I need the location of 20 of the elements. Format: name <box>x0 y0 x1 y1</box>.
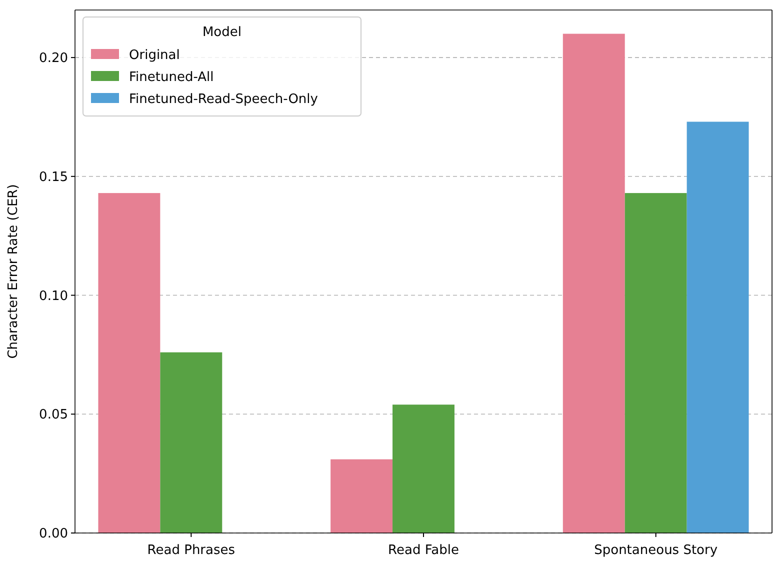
bar <box>160 352 222 533</box>
legend-title: Model <box>202 25 242 40</box>
y-tick-label: 0.05 <box>39 408 68 423</box>
legend-label: Original <box>129 48 180 63</box>
y-tick-label: 0.20 <box>39 51 68 66</box>
legend-label: Finetuned-All <box>129 70 214 85</box>
y-tick-label: 0.00 <box>39 526 68 542</box>
bar <box>624 193 687 533</box>
bar <box>330 459 393 533</box>
bar <box>686 122 749 533</box>
y-tick-label: 0.15 <box>39 170 68 185</box>
x-tick-label: Spontaneous Story <box>594 543 718 558</box>
bar <box>562 34 625 533</box>
y-tick-label: 0.10 <box>39 288 68 304</box>
y-axis-title: Character Error Rate (CER) <box>6 184 21 359</box>
x-tick-label: Read Fable <box>388 543 459 558</box>
legend-label: Finetuned-Read-Speech-Only <box>129 92 318 107</box>
x-tick-label: Read Phrases <box>147 543 236 558</box>
bar <box>392 404 454 533</box>
bar <box>98 193 160 533</box>
